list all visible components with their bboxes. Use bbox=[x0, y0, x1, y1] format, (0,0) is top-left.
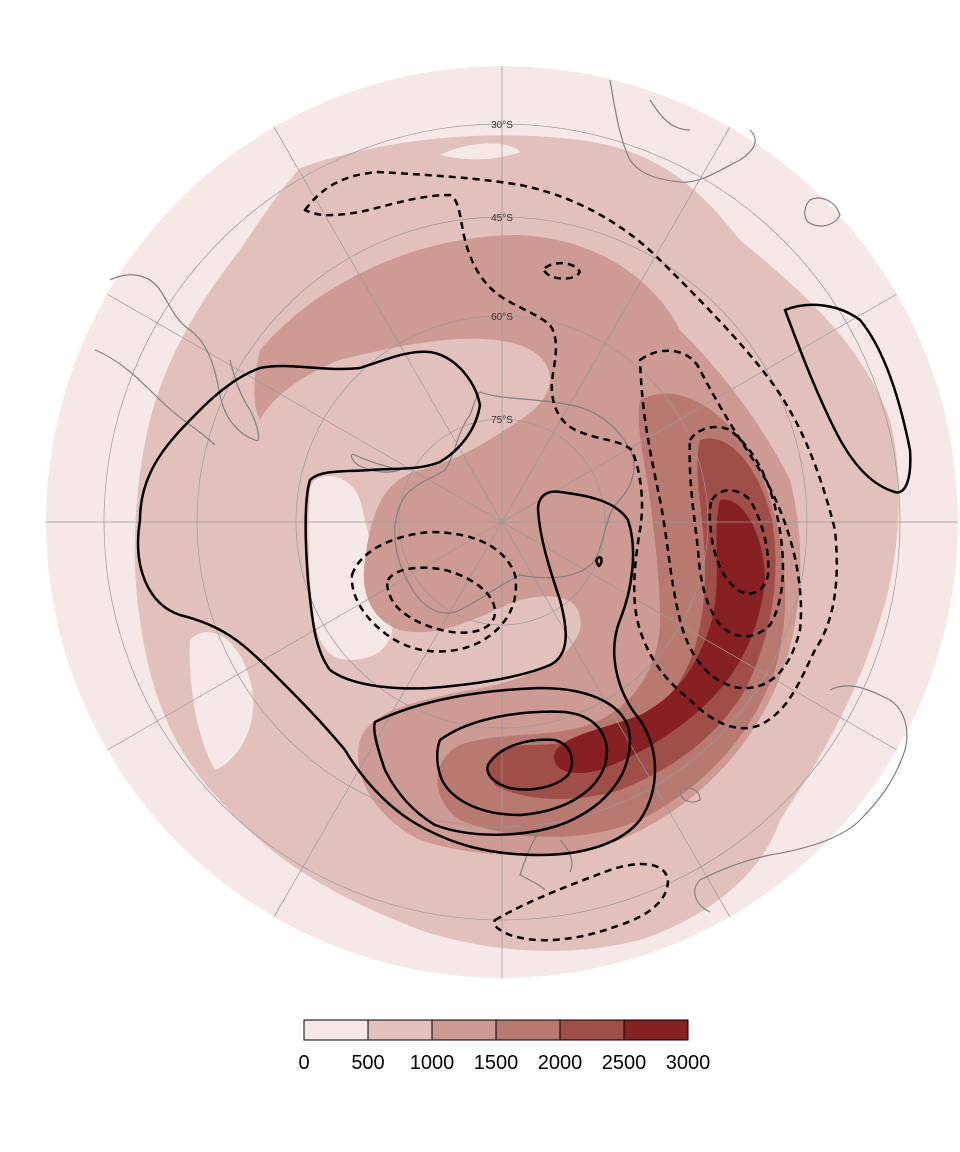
contour-positive-east bbox=[783, 303, 912, 494]
contour-negative-small-north bbox=[542, 261, 582, 280]
lat-label-75s: 75°S bbox=[491, 415, 513, 426]
meridian-30 bbox=[501, 126, 731, 523]
contour-positive-ring-1 bbox=[373, 686, 632, 836]
coast-australia bbox=[679, 685, 908, 913]
field-band-2000-2500 bbox=[489, 438, 776, 800]
colorbar-segment bbox=[303, 1019, 369, 1041]
colorbar-tick-label: 1500 bbox=[474, 1052, 519, 1074]
meridian-240 bbox=[106, 521, 503, 751]
colorbar-segment bbox=[431, 1019, 497, 1041]
colorbar-tick-label: 500 bbox=[351, 1052, 384, 1074]
coast-africa bbox=[609, 79, 756, 183]
meridian-120 bbox=[501, 521, 898, 751]
lat-label-60s: 60°S bbox=[491, 312, 513, 323]
graticule bbox=[46, 66, 958, 978]
meridian-300 bbox=[106, 293, 503, 523]
colorbar-tick-label: 2500 bbox=[602, 1052, 647, 1074]
contour-positive-ring-3 bbox=[486, 738, 574, 791]
meridian-330 bbox=[273, 126, 503, 523]
field-gap-north bbox=[440, 143, 520, 160]
lat-label-45s: 45°S bbox=[491, 213, 513, 224]
colorbar-segment bbox=[559, 1019, 625, 1041]
colorbar-segment bbox=[623, 1019, 689, 1041]
coast-new-zealand bbox=[519, 829, 573, 891]
contour-negative-east-1 bbox=[638, 349, 803, 690]
coast-madagascar bbox=[804, 197, 841, 227]
coast-antarctic-peninsula bbox=[350, 453, 401, 473]
contour-positive-large bbox=[136, 350, 657, 857]
contour-negative-south bbox=[493, 862, 670, 942]
meridian-60 bbox=[501, 293, 898, 523]
colorbar: 0 500 1000 1500 2000 2500 3000 bbox=[298, 1019, 711, 1074]
coast-antarctica bbox=[394, 391, 635, 614]
contour-negative-large bbox=[303, 170, 839, 730]
contour-negative-inner-2 bbox=[385, 566, 497, 634]
meridians bbox=[46, 66, 958, 978]
coastlines bbox=[94, 79, 908, 913]
colorbar-segment bbox=[367, 1019, 433, 1041]
contours bbox=[136, 170, 912, 942]
contour-negative-inner-1 bbox=[350, 530, 518, 653]
lat-label-30s: 30°S bbox=[491, 120, 513, 131]
field-gap-west bbox=[189, 632, 254, 770]
meridian-150 bbox=[501, 521, 731, 918]
contour-negative-east-2 bbox=[688, 425, 785, 638]
latitude-labels: 30°S 45°S 60°S 75°S bbox=[491, 120, 513, 426]
colorbar-tick-label: 0 bbox=[298, 1052, 309, 1074]
colorbar-tick-label: 1000 bbox=[410, 1052, 455, 1074]
coast-south-america bbox=[94, 274, 260, 446]
colorbar-tick-label: 3000 bbox=[666, 1052, 711, 1074]
meridian-210 bbox=[273, 521, 503, 918]
colorbar-segment bbox=[495, 1019, 561, 1041]
contour-positive-small bbox=[595, 556, 603, 568]
contour-negative-east-3 bbox=[708, 489, 770, 595]
colorbar-tick-label: 2000 bbox=[538, 1052, 583, 1074]
contour-positive-ring-2 bbox=[436, 710, 609, 817]
field-band-2500-3000 bbox=[554, 499, 765, 774]
